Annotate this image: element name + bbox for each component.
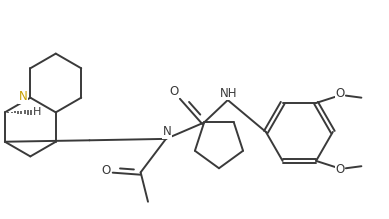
Text: O: O (336, 163, 345, 176)
Text: O: O (170, 85, 179, 98)
Text: H: H (33, 107, 41, 117)
Text: NH: NH (219, 87, 237, 100)
Text: N: N (19, 90, 27, 103)
Text: N: N (162, 125, 171, 138)
Text: O: O (101, 164, 110, 177)
Text: O: O (336, 87, 345, 101)
